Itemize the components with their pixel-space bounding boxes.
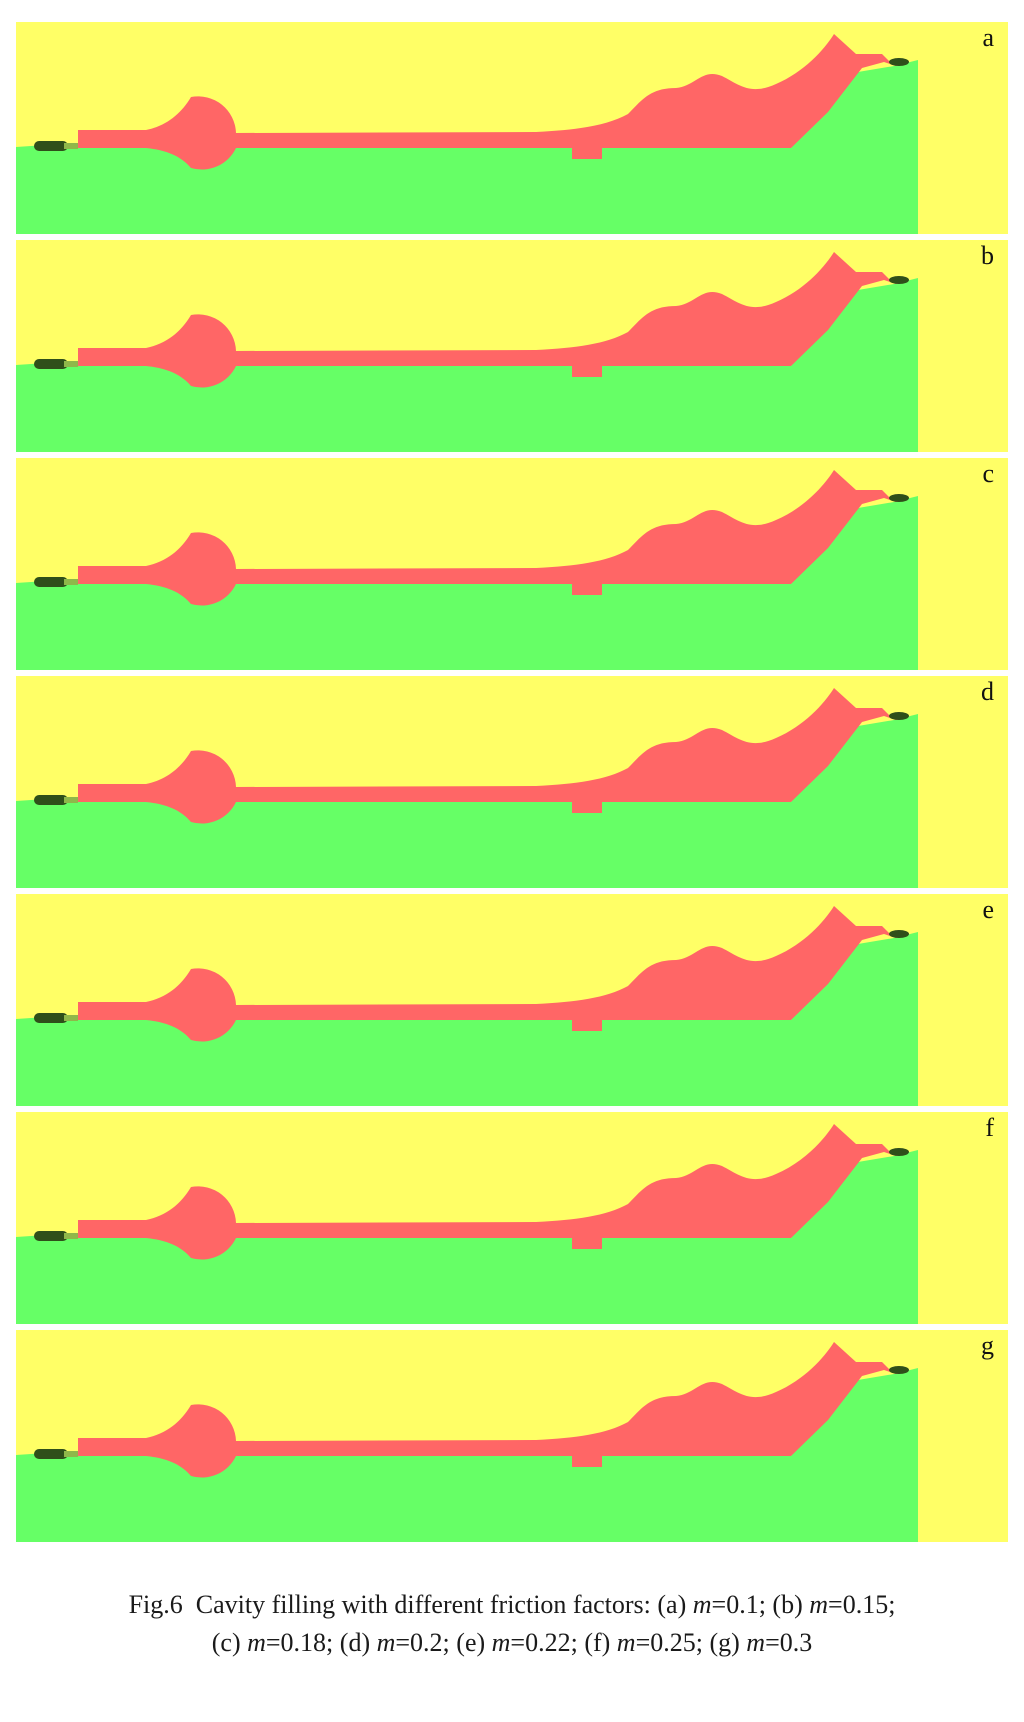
caption-symbol-c: m xyxy=(247,1628,266,1657)
panel-label-f: f xyxy=(985,1113,994,1142)
right-flash-d xyxy=(889,712,909,720)
caption-symbol-d: m xyxy=(376,1628,396,1657)
right-flash-c xyxy=(889,494,909,502)
caption-value-e: =0.22; xyxy=(510,1628,578,1657)
caption-symbol-e: m xyxy=(491,1628,511,1657)
caption-tag-e: (e) xyxy=(456,1628,486,1657)
simulation-image-g xyxy=(16,1330,1008,1542)
right-flash-a xyxy=(889,58,909,66)
left-flash-tip-f xyxy=(64,1233,78,1239)
panel-e: e xyxy=(16,894,1008,1106)
lower-die-e xyxy=(16,932,918,1106)
billet-c xyxy=(78,470,908,606)
panel-label-e: e xyxy=(982,895,994,924)
caption-symbol-f: m xyxy=(616,1628,636,1657)
billet-f xyxy=(78,1124,908,1260)
panel-label-d: d xyxy=(981,677,994,706)
panel-label-c: c xyxy=(982,459,994,488)
panel-d: d xyxy=(16,676,1008,888)
left-flash-c xyxy=(34,577,68,587)
lower-die-c xyxy=(16,496,918,670)
left-flash-e xyxy=(34,1013,68,1023)
caption-line-1: Fig.6 Cavity filling with different fric… xyxy=(0,1586,1024,1624)
simulation-image-b xyxy=(16,240,1008,452)
caption-prefix: Fig.6 xyxy=(128,1590,183,1619)
left-flash-b xyxy=(34,359,68,369)
left-flash-tip-c xyxy=(64,579,78,585)
billet-g xyxy=(78,1342,908,1478)
panel-a: a xyxy=(16,22,1008,234)
right-flash-f xyxy=(889,1148,909,1156)
billet-a xyxy=(78,34,908,170)
panel-c: c xyxy=(16,458,1008,670)
caption-tag-f: (f) xyxy=(584,1628,611,1657)
caption-value-f: =0.25; xyxy=(635,1628,703,1657)
billet-b xyxy=(78,252,908,388)
figure: a b c d e f g xyxy=(16,22,1008,1548)
caption-line-2: (c) m=0.18; (d) m=0.2; (e) m=0.22; (f) m… xyxy=(0,1624,1024,1662)
left-flash-tip-e xyxy=(64,1015,78,1021)
left-flash-tip-b xyxy=(64,361,78,367)
panel-label-g: g xyxy=(981,1331,994,1360)
lower-die-f xyxy=(16,1150,918,1324)
left-flash-tip-d xyxy=(64,797,78,803)
caption-value-b: =0.15; xyxy=(828,1590,896,1619)
caption-value-a: =0.1; xyxy=(711,1590,766,1619)
caption-tag-a: (a) xyxy=(657,1590,687,1619)
caption-title: Cavity filling with different friction f… xyxy=(195,1590,651,1619)
caption-tag-d: (d) xyxy=(339,1628,371,1657)
caption-tag-g: (g) xyxy=(709,1628,740,1657)
simulation-image-d xyxy=(16,676,1008,888)
panel-label-a: a xyxy=(982,23,994,52)
right-flash-g xyxy=(889,1366,909,1374)
caption-value-c: =0.18; xyxy=(265,1628,334,1657)
caption-symbol-b: m xyxy=(809,1590,829,1619)
caption-tag-c: (c) xyxy=(211,1628,241,1657)
panel-g: g xyxy=(16,1330,1008,1542)
lower-die-a xyxy=(16,60,918,234)
lower-die-d xyxy=(16,714,918,888)
left-flash-a xyxy=(34,141,68,151)
billet-d xyxy=(78,688,908,824)
simulation-image-c xyxy=(16,458,1008,670)
figure-caption: Fig.6 Cavity filling with different fric… xyxy=(0,1586,1024,1662)
left-flash-tip-g xyxy=(64,1451,78,1457)
left-flash-d xyxy=(34,795,68,805)
caption-tag-b: (b) xyxy=(772,1590,803,1619)
lower-die-b xyxy=(16,278,918,452)
panel-f: f xyxy=(16,1112,1008,1324)
left-flash-tip-a xyxy=(64,143,78,149)
simulation-image-e xyxy=(16,894,1008,1106)
left-flash-g xyxy=(34,1449,68,1459)
panel-b: b xyxy=(16,240,1008,452)
caption-value-d: =0.2; xyxy=(395,1628,450,1657)
simulation-image-f xyxy=(16,1112,1008,1324)
simulation-image-a xyxy=(16,22,1008,234)
lower-die-g xyxy=(16,1368,918,1542)
right-flash-e xyxy=(889,930,909,938)
caption-value-g: =0.3 xyxy=(765,1628,813,1657)
left-flash-f xyxy=(34,1231,68,1241)
caption-symbol-g: m xyxy=(746,1628,766,1657)
caption-symbol-a: m xyxy=(692,1590,712,1619)
billet-e xyxy=(78,906,908,1042)
right-flash-b xyxy=(889,276,909,284)
panel-label-b: b xyxy=(981,241,994,270)
